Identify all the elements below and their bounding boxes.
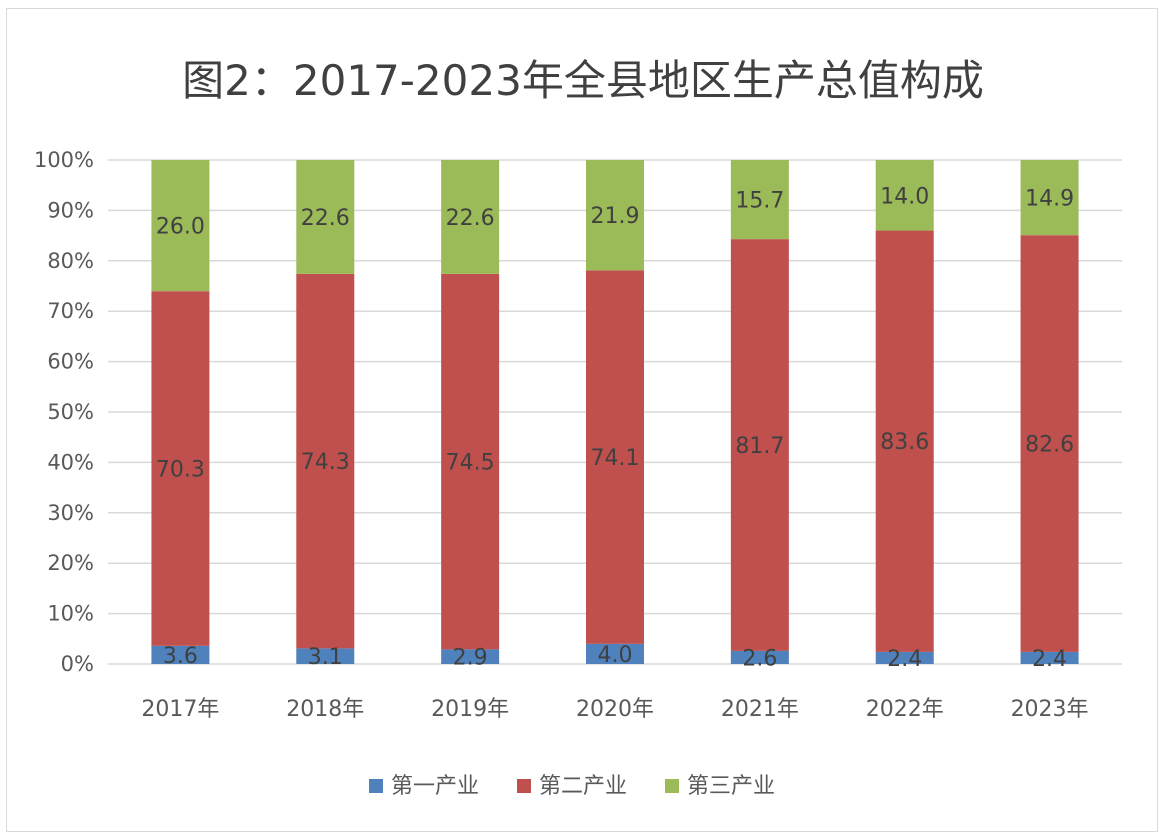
bar-segment bbox=[730, 650, 789, 664]
bar-segment bbox=[296, 648, 355, 664]
bar-segment bbox=[1020, 160, 1079, 236]
data-label: 26.0 bbox=[156, 215, 205, 240]
data-label: 22.6 bbox=[301, 206, 350, 231]
data-label: 74.5 bbox=[446, 451, 495, 476]
data-labels: 3.6 70.3 26.0 3.1 74.3 22.6 2.9 74.5 22.6 4.0 74.1… bbox=[156, 184, 1074, 672]
data-label: 4.0 bbox=[598, 643, 633, 668]
legend-swatch bbox=[665, 779, 679, 793]
bar-segment bbox=[875, 230, 934, 652]
data-label: 22.6 bbox=[446, 206, 495, 231]
bar-segment bbox=[730, 239, 789, 651]
data-label: 14.0 bbox=[880, 184, 929, 209]
data-label: 2.6 bbox=[742, 646, 777, 671]
y-tick-label: 70% bbox=[47, 299, 94, 323]
x-tick-label: 2021年 bbox=[721, 697, 799, 722]
y-axis: 0% 10% 20% 30% 40% 50% 60% 70% 80% 90% 100% bbox=[34, 148, 94, 676]
y-tick-label: 80% bbox=[47, 249, 94, 273]
y-tick-label: 100% bbox=[34, 148, 94, 172]
legend-label: 第一产业 bbox=[391, 774, 479, 799]
data-label: 21.9 bbox=[591, 204, 640, 229]
bar-segment bbox=[441, 160, 500, 274]
data-label: 74.1 bbox=[591, 446, 640, 471]
data-label: 82.6 bbox=[1025, 433, 1074, 458]
bar-segment bbox=[151, 160, 210, 292]
bar-segment bbox=[586, 643, 644, 664]
data-label: 3.6 bbox=[163, 644, 198, 669]
bar-segment bbox=[875, 651, 934, 664]
bar-segment bbox=[441, 649, 500, 664]
bar-segment bbox=[151, 291, 210, 646]
bar-segment bbox=[151, 645, 210, 664]
legend-swatch bbox=[369, 779, 383, 793]
bar-segment bbox=[875, 160, 934, 231]
data-label: 14.9 bbox=[1025, 187, 1074, 212]
data-label: 2.4 bbox=[1032, 647, 1067, 672]
y-tick-label: 20% bbox=[47, 551, 94, 575]
legend-label: 第三产业 bbox=[687, 774, 775, 799]
legend-swatch bbox=[517, 779, 531, 793]
x-tick-label: 2017年 bbox=[141, 697, 219, 722]
bar-segment bbox=[586, 270, 644, 644]
data-label: 3.1 bbox=[308, 645, 343, 670]
data-label: 74.3 bbox=[301, 450, 350, 475]
bar-segment bbox=[296, 160, 355, 274]
y-tick-label: 60% bbox=[47, 350, 94, 374]
bars bbox=[151, 160, 1079, 664]
data-label: 2.9 bbox=[453, 646, 488, 671]
bar-segment bbox=[586, 160, 644, 271]
legend-label: 第二产业 bbox=[539, 774, 627, 799]
y-tick-label: 10% bbox=[47, 602, 94, 626]
x-tick-label: 2018年 bbox=[286, 697, 364, 722]
bar-segment bbox=[296, 273, 355, 649]
x-tick-label: 2020年 bbox=[576, 697, 654, 722]
x-tick-label: 2023年 bbox=[1011, 697, 1089, 722]
bar-segment bbox=[730, 160, 789, 240]
chart-title: 图2：2017-2023年全县地区生产总值构成 bbox=[182, 56, 984, 105]
data-label: 70.3 bbox=[156, 458, 205, 483]
data-label: 83.6 bbox=[880, 430, 929, 455]
legend: 第一产业 第二产业 第三产业 bbox=[369, 774, 775, 799]
bar-segment bbox=[1020, 651, 1079, 664]
bar-segment bbox=[441, 273, 500, 650]
data-label: 2.4 bbox=[887, 647, 922, 672]
x-tick-label: 2022年 bbox=[866, 697, 944, 722]
y-tick-label: 90% bbox=[47, 198, 94, 222]
y-tick-label: 40% bbox=[47, 450, 94, 474]
x-tick-label: 2019年 bbox=[431, 697, 509, 722]
x-axis: 2017年 2018年 2019年 2020年 2021年 2022年 2023年 bbox=[141, 697, 1088, 722]
bar-segment bbox=[1020, 235, 1079, 652]
y-tick-label: 30% bbox=[47, 501, 94, 525]
y-tick-label: 0% bbox=[61, 652, 94, 676]
y-tick-label: 50% bbox=[47, 400, 94, 424]
data-label: 81.7 bbox=[735, 434, 784, 459]
data-label: 15.7 bbox=[735, 189, 784, 214]
